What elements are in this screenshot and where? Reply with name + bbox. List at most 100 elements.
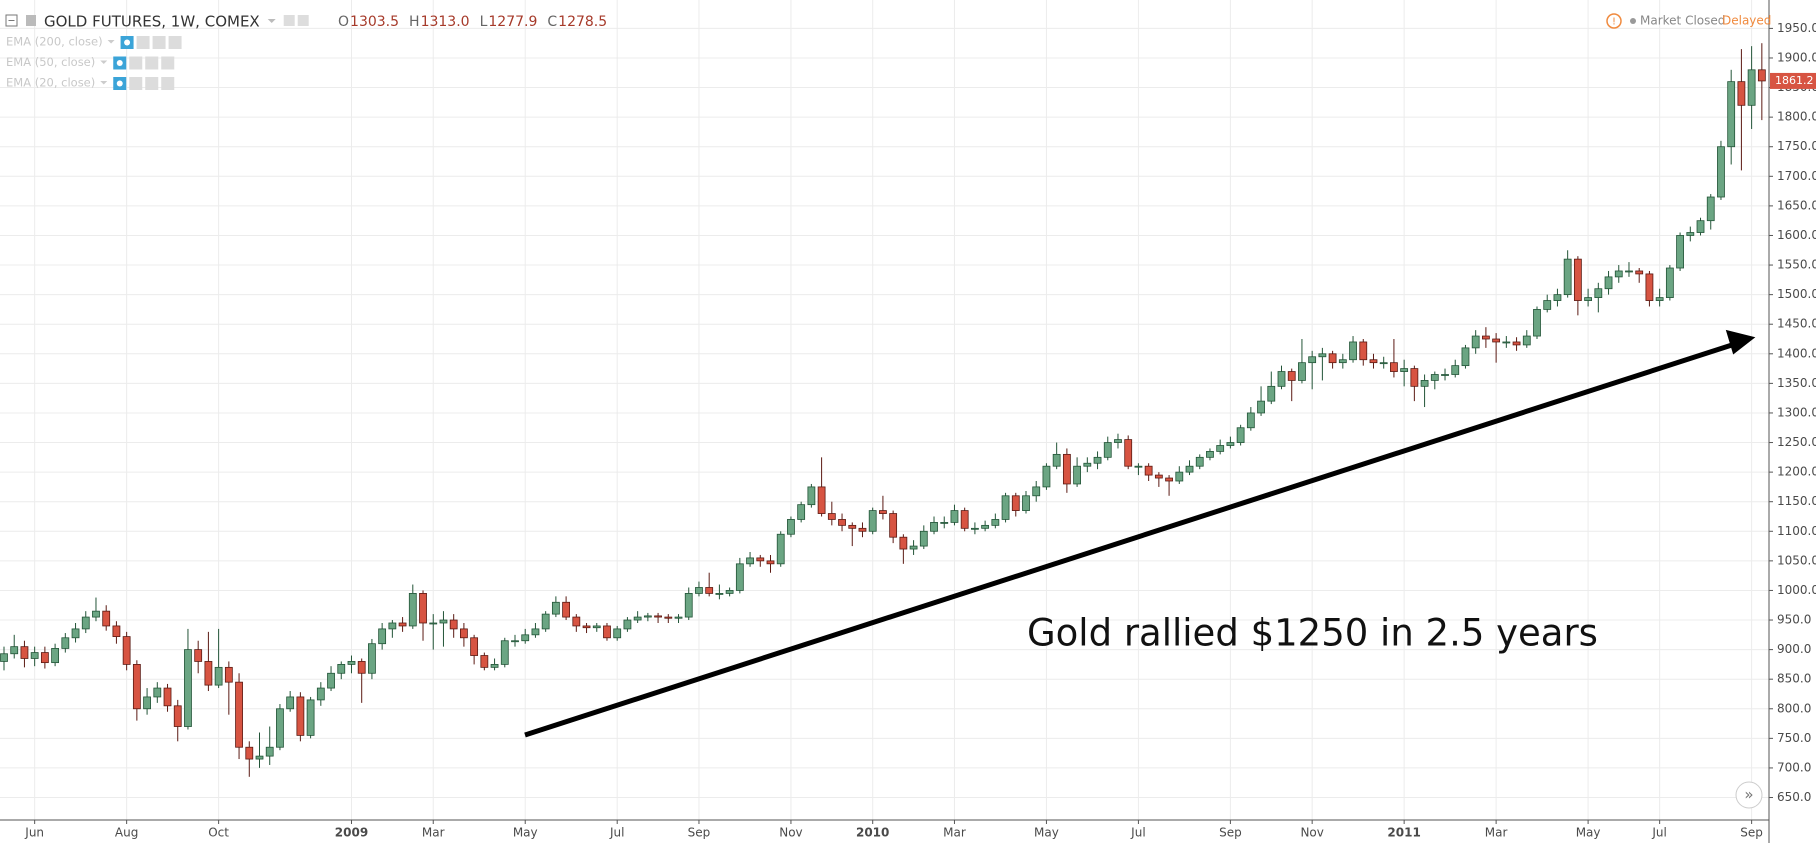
candle-body — [1022, 495, 1030, 511]
candle-body — [1185, 465, 1194, 473]
candle-body — [1042, 465, 1051, 488]
candle-body — [1522, 335, 1531, 346]
annotation: Gold rallied $1250 in 2.5 years — [1027, 612, 1598, 655]
symbol-icon — [26, 15, 36, 26]
candle-body — [1338, 359, 1347, 364]
candle-body — [245, 746, 254, 760]
x-tick-label: Oct — [208, 826, 229, 840]
indicator-settings — [136, 36, 150, 49]
candle-body — [991, 519, 1000, 526]
candle-body — [787, 519, 795, 535]
candle-body — [674, 616, 683, 619]
candle-body — [173, 705, 182, 727]
candle-body — [919, 530, 928, 547]
candle-body — [623, 619, 632, 630]
x-tick-label: Mar — [943, 826, 966, 840]
candle-body — [1553, 294, 1562, 301]
indicator-remove — [168, 36, 182, 49]
candle-body — [572, 616, 581, 627]
candle-body — [1696, 220, 1705, 233]
candle-body — [981, 524, 990, 529]
y-tick-label: 950.0 — [1777, 613, 1811, 627]
candle-body — [439, 619, 448, 624]
candle-body — [725, 590, 734, 594]
readout-label: C — [547, 14, 557, 30]
candles — [0, 43, 1766, 777]
candle-body — [797, 504, 806, 520]
candle-body — [235, 681, 243, 748]
candle-body — [1257, 400, 1265, 414]
indicator-visibility-eye — [116, 80, 123, 87]
status-icon — [1606, 13, 1622, 29]
readout-value: 1277.9 — [488, 14, 537, 30]
dropdown-icon — [267, 19, 276, 23]
candle-body — [1001, 495, 1010, 520]
y-tick-label: 1000.0 — [1777, 583, 1816, 597]
candle-body — [1226, 442, 1235, 446]
candle-body — [1727, 81, 1736, 148]
candle-body — [1165, 477, 1173, 482]
candle-body — [746, 557, 754, 565]
candle-body — [1216, 445, 1225, 452]
price-axis: 650.0 700.0 750.0 800.0 850.0 900.0 950.0 1000.… — [1769, 21, 1816, 804]
y-tick-label: 1750.0 — [1777, 139, 1816, 153]
candle-body — [184, 649, 192, 727]
candle-body — [132, 664, 141, 710]
candle-body — [889, 513, 898, 538]
scroll-button[interactable] — [1735, 781, 1763, 809]
candle-body — [81, 616, 90, 630]
candle-body — [92, 610, 100, 618]
y-tick-label: 750.0 — [1777, 731, 1811, 745]
candle-body — [1154, 474, 1163, 479]
candle-body — [1349, 341, 1357, 361]
candle-body — [551, 601, 560, 615]
candle-body — [102, 610, 111, 627]
candle-body — [459, 628, 468, 639]
y-tick-label: 1800.0 — [1777, 110, 1816, 124]
candle-body — [531, 628, 540, 636]
candle-body — [1369, 359, 1378, 364]
indicator-settings — [129, 56, 143, 70]
candle-body — [1093, 456, 1102, 464]
indicator-remove — [161, 77, 175, 90]
candle-body — [204, 661, 213, 686]
candle-body — [562, 601, 570, 618]
y-tick-label: 1600.0 — [1777, 228, 1816, 242]
candle-body — [1543, 300, 1552, 310]
indicator-label: EMA (50, close) — [6, 55, 95, 69]
candle-body — [1512, 341, 1521, 346]
x-tick-label: Jun — [24, 826, 44, 840]
indicator-add — [145, 77, 159, 90]
y-tick-label: 1050.0 — [1777, 553, 1816, 567]
x-tick-label: May — [1576, 826, 1601, 840]
candle-body — [40, 652, 49, 664]
candle-body — [1706, 196, 1715, 222]
x-tick-label: Sep — [1740, 826, 1763, 840]
y-tick-label: 1650.0 — [1777, 198, 1816, 212]
candle-body — [337, 664, 346, 674]
x-tick-label: Mar — [1485, 826, 1508, 840]
market-status: Market Closed — [1640, 14, 1725, 28]
candle-body — [429, 622, 438, 625]
candle-body — [705, 587, 714, 594]
y-tick-label: 900.0 — [1777, 642, 1811, 656]
x-tick-label: Nov — [1300, 826, 1323, 840]
x-tick-label: Jul — [609, 826, 624, 840]
candle-body — [490, 664, 499, 668]
candle-body — [470, 637, 479, 656]
candle-body — [112, 625, 121, 637]
candle-body — [1175, 471, 1184, 482]
candle-body — [419, 593, 427, 624]
x-tick-label: May — [1034, 826, 1059, 840]
candle-body — [30, 652, 39, 659]
collapse-icon[interactable] — [5, 14, 18, 27]
feed-status: Delayed — [1722, 14, 1771, 28]
candle-body — [1492, 338, 1501, 343]
candle-body — [10, 646, 19, 655]
candle-body — [61, 637, 70, 649]
last-price-label: 1861.2 — [1775, 74, 1814, 87]
candle-body — [1062, 453, 1071, 485]
candle-body — [1298, 362, 1306, 381]
candle-body — [1757, 69, 1766, 82]
candle-body — [1114, 439, 1122, 443]
